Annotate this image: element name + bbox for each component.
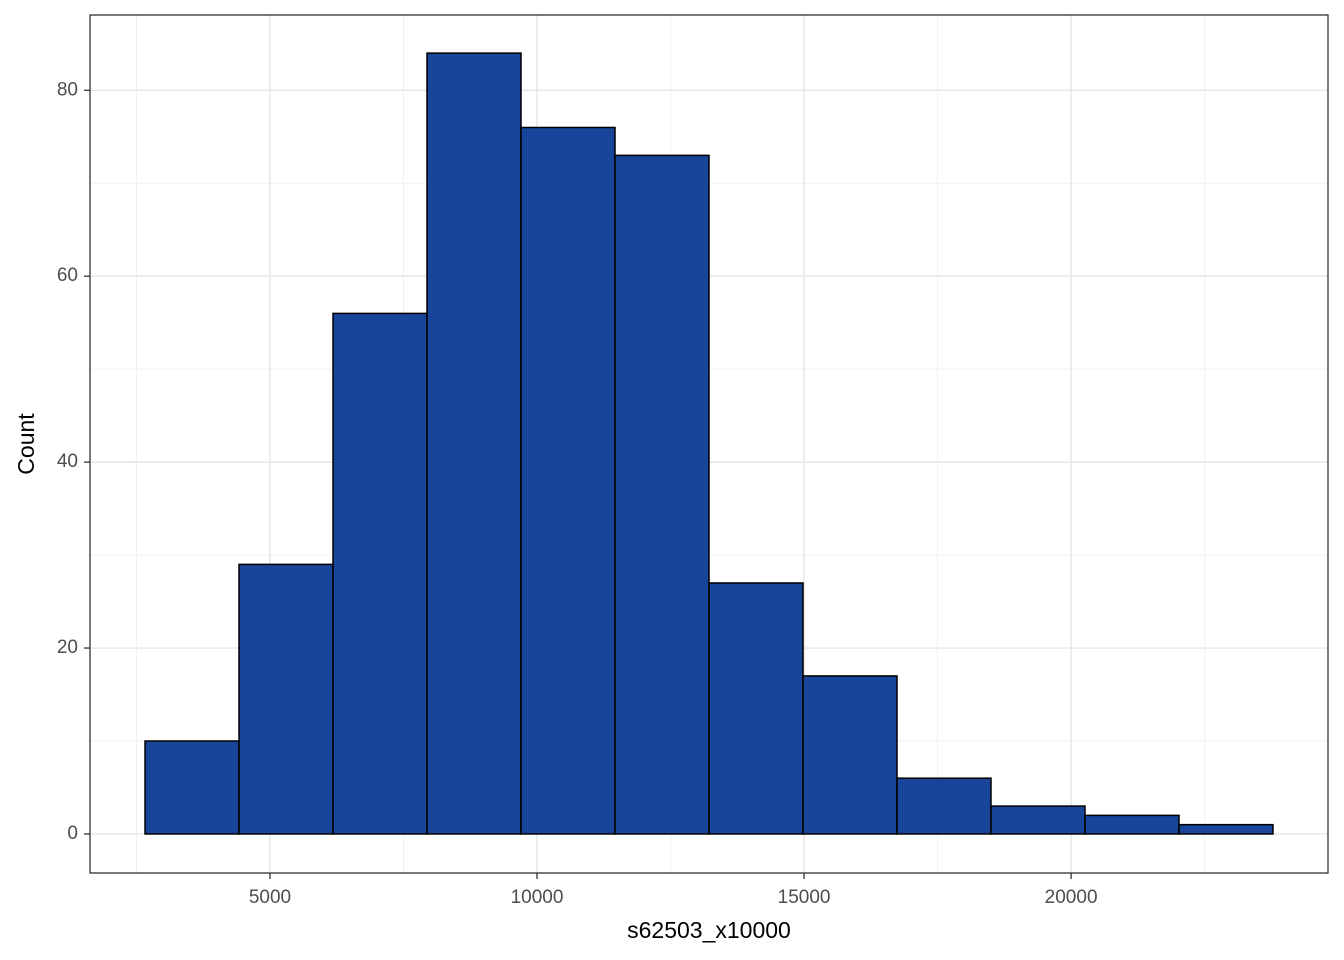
bar [708,582,804,835]
bar [426,52,522,835]
bar [144,740,240,835]
panel-border [89,14,1329,874]
y-tick-label: 80 [57,79,78,100]
y-tick-label: 40 [57,451,78,472]
x-tick-label: 15000 [778,887,831,908]
y-tick-label: 0 [67,823,78,844]
bar [990,805,1086,835]
x-tick-label: 5000 [249,887,291,908]
y-axis-title: Count [13,413,39,475]
bar [520,126,616,835]
bars [144,52,1274,835]
y-tick-label: 60 [57,265,78,286]
bar [1084,814,1180,835]
bar [896,777,992,835]
bar [802,675,898,835]
bar [332,312,428,835]
bar [1178,823,1274,835]
x-tick-label: 10000 [511,887,564,908]
x-axis-title: s62503_x10000 [627,917,791,943]
x-tick-label: 20000 [1045,887,1098,908]
bar [238,563,334,835]
bar [614,154,710,835]
y-tick-label: 20 [57,637,78,658]
